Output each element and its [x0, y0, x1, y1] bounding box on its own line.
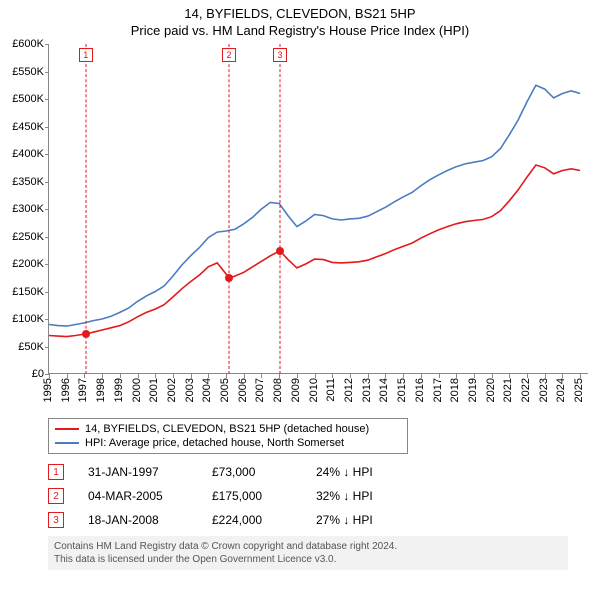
x-axis-label: 2016 — [414, 378, 426, 402]
sale-event-index: 1 — [48, 464, 64, 480]
sale-event-index: 2 — [48, 488, 64, 504]
y-axis-label: £100K — [12, 313, 44, 325]
x-axis-label: 1995 — [42, 378, 54, 402]
x-axis-label: 2022 — [520, 378, 532, 402]
sale-event-row: 2 04-MAR-2005 £175,000 32% ↓ HPI — [48, 488, 600, 504]
x-axis-label: 2018 — [449, 378, 461, 402]
x-axis-label: 1998 — [95, 378, 107, 402]
x-axis-label: 2015 — [396, 378, 408, 402]
x-axis-label: 1996 — [60, 378, 72, 402]
x-axis-label: 2008 — [272, 378, 284, 402]
y-axis-label: £350K — [12, 176, 44, 188]
x-axis-label: 2014 — [378, 378, 390, 402]
x-axis-label: 2009 — [290, 378, 302, 402]
sale-event-index: 3 — [48, 512, 64, 528]
legend-row: 14, BYFIELDS, CLEVEDON, BS21 5HP (detach… — [55, 422, 401, 436]
x-axis-label: 2010 — [308, 378, 320, 402]
x-axis-label: 1997 — [77, 378, 89, 402]
sale-event-hpi-diff: 27% ↓ HPI — [316, 513, 373, 527]
x-axis-label: 2013 — [361, 378, 373, 402]
y-axis-label: £200K — [12, 258, 44, 270]
footnote-line: Contains HM Land Registry data © Crown c… — [54, 540, 562, 553]
sale-event-hpi-diff: 32% ↓ HPI — [316, 489, 373, 503]
legend-label: HPI: Average price, detached house, Nort… — [85, 437, 344, 449]
x-axis-label: 2005 — [219, 378, 231, 402]
sale-event-dot — [82, 330, 90, 338]
x-axis-label: 2001 — [148, 378, 160, 402]
y-axis-label: £50K — [18, 341, 44, 353]
chart: 123 £0£50K£100K£150K£200K£250K£300K£350K… — [48, 44, 588, 404]
x-axis-label: 2020 — [485, 378, 497, 402]
legend: 14, BYFIELDS, CLEVEDON, BS21 5HP (detach… — [48, 418, 408, 454]
x-axis-label: 2006 — [237, 378, 249, 402]
sale-event-vline — [85, 44, 86, 374]
sale-event-dot — [276, 247, 284, 255]
sale-event-vline — [280, 44, 281, 374]
sale-event-row: 1 31-JAN-1997 £73,000 24% ↓ HPI — [48, 464, 600, 480]
x-axis-label: 2002 — [166, 378, 178, 402]
legend-swatch — [55, 428, 79, 430]
y-axis-label: £150K — [12, 286, 44, 298]
chart-title-sub: Price paid vs. HM Land Registry's House … — [0, 23, 600, 38]
sale-event-date: 18-JAN-2008 — [88, 513, 188, 527]
sale-event-marker: 2 — [222, 48, 236, 62]
sale-event-marker: 1 — [79, 48, 93, 62]
y-axis-label: £400K — [12, 148, 44, 160]
line-series-svg — [49, 44, 589, 374]
x-axis-label: 2019 — [467, 378, 479, 402]
series-line — [49, 165, 580, 337]
x-axis-label: 1999 — [113, 378, 125, 402]
sale-event-hpi-diff: 24% ↓ HPI — [316, 465, 373, 479]
root: 14, BYFIELDS, CLEVEDON, BS21 5HP Price p… — [0, 6, 600, 596]
y-axis-label: £450K — [12, 121, 44, 133]
legend-row: HPI: Average price, detached house, Nort… — [55, 436, 401, 450]
y-axis-label: £500K — [12, 93, 44, 105]
x-axis-label: 2017 — [432, 378, 444, 402]
y-axis-label: £550K — [12, 66, 44, 78]
sale-event-vline — [229, 44, 230, 374]
sale-event-marker: 3 — [273, 48, 287, 62]
sale-event-price: £175,000 — [212, 489, 292, 503]
plot-area: 1 2 3 — [48, 44, 588, 374]
x-axis-label: 2007 — [254, 378, 266, 402]
sale-event-date: 31-JAN-1997 — [88, 465, 188, 479]
x-axis-label: 2025 — [573, 378, 585, 402]
sale-event-price: £224,000 — [212, 513, 292, 527]
footnote-line: This data is licensed under the Open Gov… — [54, 553, 562, 566]
sale-event-date: 04-MAR-2005 — [88, 489, 188, 503]
sale-events-table: 1 31-JAN-1997 £73,000 24% ↓ HPI 2 04-MAR-2005… — [48, 464, 600, 528]
legend-swatch — [55, 442, 79, 444]
y-axis-label: £250K — [12, 231, 44, 243]
legend-label: 14, BYFIELDS, CLEVEDON, BS21 5HP (detach… — [85, 423, 369, 435]
series-line — [49, 85, 580, 326]
y-axis-label: £600K — [12, 38, 44, 50]
sale-event-row: 3 18-JAN-2008 £224,000 27% ↓ HPI — [48, 512, 600, 528]
chart-title-address: 14, BYFIELDS, CLEVEDON, BS21 5HP — [0, 6, 600, 21]
x-axis-label: 2000 — [131, 378, 143, 402]
footnote: Contains HM Land Registry data © Crown c… — [48, 536, 568, 570]
x-axis-label: 2012 — [343, 378, 355, 402]
sale-event-dot — [225, 274, 233, 282]
x-axis-label: 2021 — [502, 378, 514, 402]
sale-event-price: £73,000 — [212, 465, 292, 479]
y-axis-label: £300K — [12, 203, 44, 215]
x-axis-label: 2023 — [538, 378, 550, 402]
x-axis-label: 2004 — [201, 378, 213, 402]
x-axis-label: 2011 — [325, 378, 337, 402]
x-axis-label: 2003 — [184, 378, 196, 402]
x-axis-label: 2024 — [555, 378, 567, 402]
